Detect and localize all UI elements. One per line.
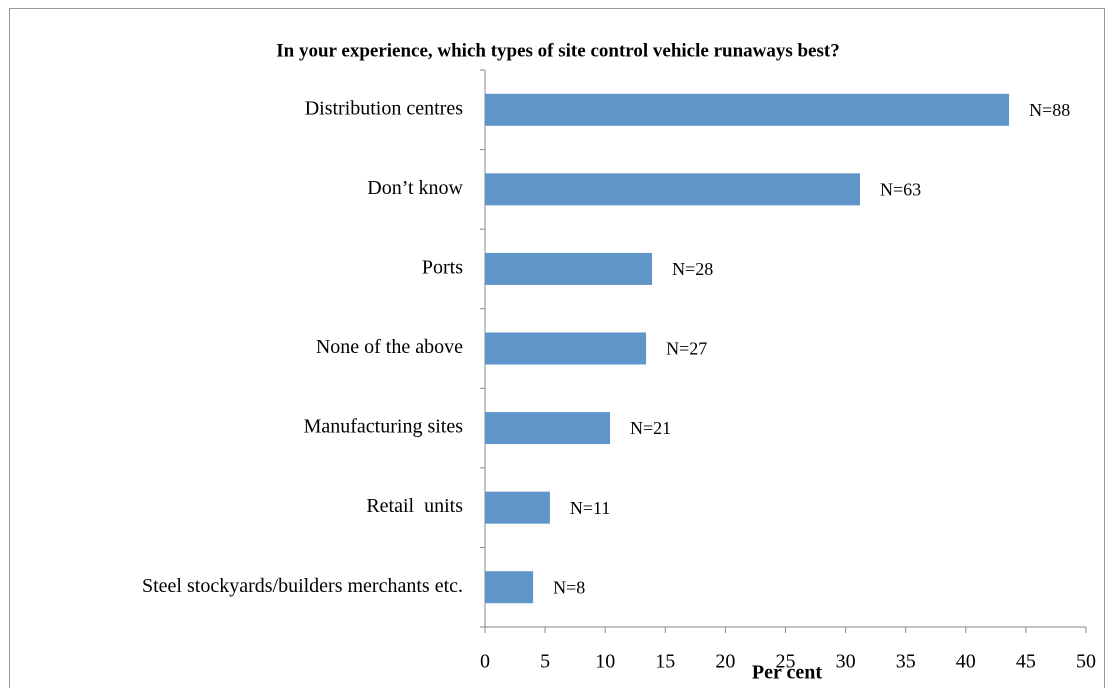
bar-label: N=27 bbox=[666, 339, 707, 359]
x-tick-label: 10 bbox=[595, 651, 615, 673]
x-tick-label: 30 bbox=[836, 651, 856, 673]
bar bbox=[485, 412, 611, 445]
bar bbox=[485, 252, 653, 285]
x-tick-label: 15 bbox=[655, 651, 675, 673]
bar-label: N=8 bbox=[553, 577, 585, 597]
bar bbox=[485, 173, 861, 206]
x-tick-label: 35 bbox=[896, 651, 916, 673]
x-axis-title: Per cent bbox=[752, 662, 822, 684]
x-tick-label: 20 bbox=[715, 651, 735, 673]
y-tick-label: Steel stockyards/builders merchants etc. bbox=[142, 575, 463, 597]
bar-label: N=88 bbox=[1029, 100, 1070, 120]
x-tick-label: 45 bbox=[1016, 651, 1036, 673]
chart-title: In your experience, which types of site … bbox=[276, 40, 839, 61]
bar bbox=[485, 93, 1010, 126]
x-tick-label: 0 bbox=[480, 651, 490, 673]
x-tick-label: 25 bbox=[776, 651, 796, 673]
y-tick-label: Manufacturing sites bbox=[304, 416, 464, 438]
y-tick-label: Retail units bbox=[366, 495, 463, 517]
y-tick-label: Distribution centres bbox=[305, 97, 464, 119]
y-tick-label: None of the above bbox=[316, 336, 463, 358]
bar-label: N=28 bbox=[672, 259, 713, 279]
x-tick-label: 40 bbox=[956, 651, 976, 673]
bar bbox=[485, 491, 550, 524]
x-tick-label: 50 bbox=[1076, 651, 1096, 673]
bar bbox=[485, 332, 647, 365]
bar bbox=[485, 571, 534, 604]
x-tick-label: 5 bbox=[540, 651, 550, 673]
frame bbox=[9, 8, 1105, 688]
bar-label: N=63 bbox=[880, 179, 921, 199]
y-tick-label: Don’t know bbox=[367, 177, 463, 199]
bar-label: N=21 bbox=[630, 418, 671, 438]
bar-label: N=11 bbox=[570, 498, 610, 518]
y-tick-label: Ports bbox=[422, 257, 463, 279]
